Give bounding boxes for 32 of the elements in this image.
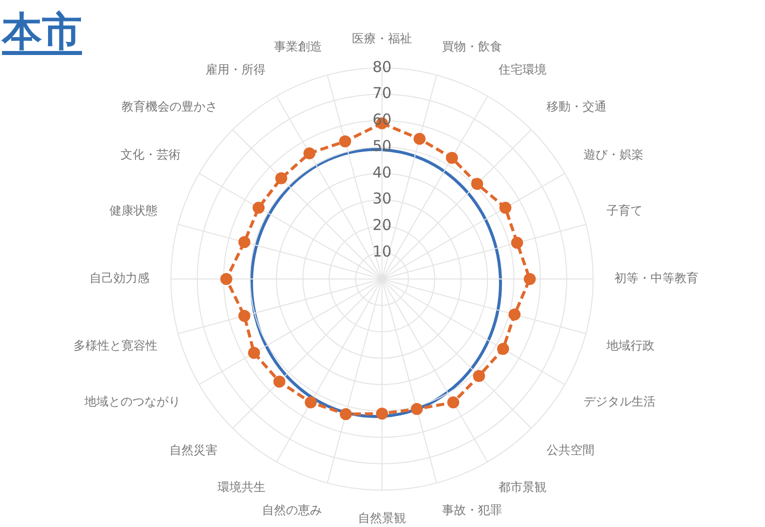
spoke-label: 事業創造 — [274, 39, 322, 54]
spoke-label: 公共空間 — [546, 442, 594, 457]
spoke-label: 自己効力感 — [89, 271, 150, 286]
spoke-label: デジタル生活 — [583, 394, 656, 409]
spoke-label: 教育機会の豊かさ — [122, 99, 218, 114]
spoke-label: 初等・中等教育 — [614, 271, 699, 286]
chart-title: 本市 — [2, 8, 82, 57]
spoke-label: 地域行政 — [606, 338, 655, 353]
spoke-label: 自然景観 — [358, 510, 406, 525]
y-tick-label: 10 — [372, 242, 392, 261]
spoke-label: 自然の恵み — [262, 503, 322, 517]
spoke-label: 自然災害 — [170, 442, 218, 457]
spoke-label: 健康状態 — [109, 204, 158, 218]
spoke-label: 地域とのつながり — [84, 394, 181, 409]
y-tick-label: 30 — [372, 190, 392, 208]
y-tick-label: 80 — [372, 58, 392, 76]
spoke-label: 雇用・所得 — [206, 62, 266, 76]
spoke-label: 文化・芸術 — [120, 148, 181, 162]
spoke-label: 環境共生 — [218, 480, 266, 494]
spoke-label: 医療・福祉 — [352, 31, 412, 46]
spoke-label: 子育て — [606, 204, 643, 218]
spoke-label: 移動・交通 — [546, 99, 606, 114]
spoke-label: 事故・犯罪 — [442, 503, 502, 517]
y-tick-label: 60 — [372, 110, 392, 129]
spoke-label: 遊び・娯楽 — [583, 148, 644, 162]
y-tick-label: 20 — [372, 216, 392, 234]
y-tick-label: 40 — [372, 163, 392, 182]
y-tick-label: 70 — [372, 84, 392, 102]
spoke-label: 都市景観 — [498, 480, 546, 494]
spoke-label: 多様性と寛容性 — [73, 338, 158, 353]
spoke-label: 住宅環境 — [497, 62, 546, 76]
spoke-label: 買物・飲食 — [442, 39, 502, 54]
